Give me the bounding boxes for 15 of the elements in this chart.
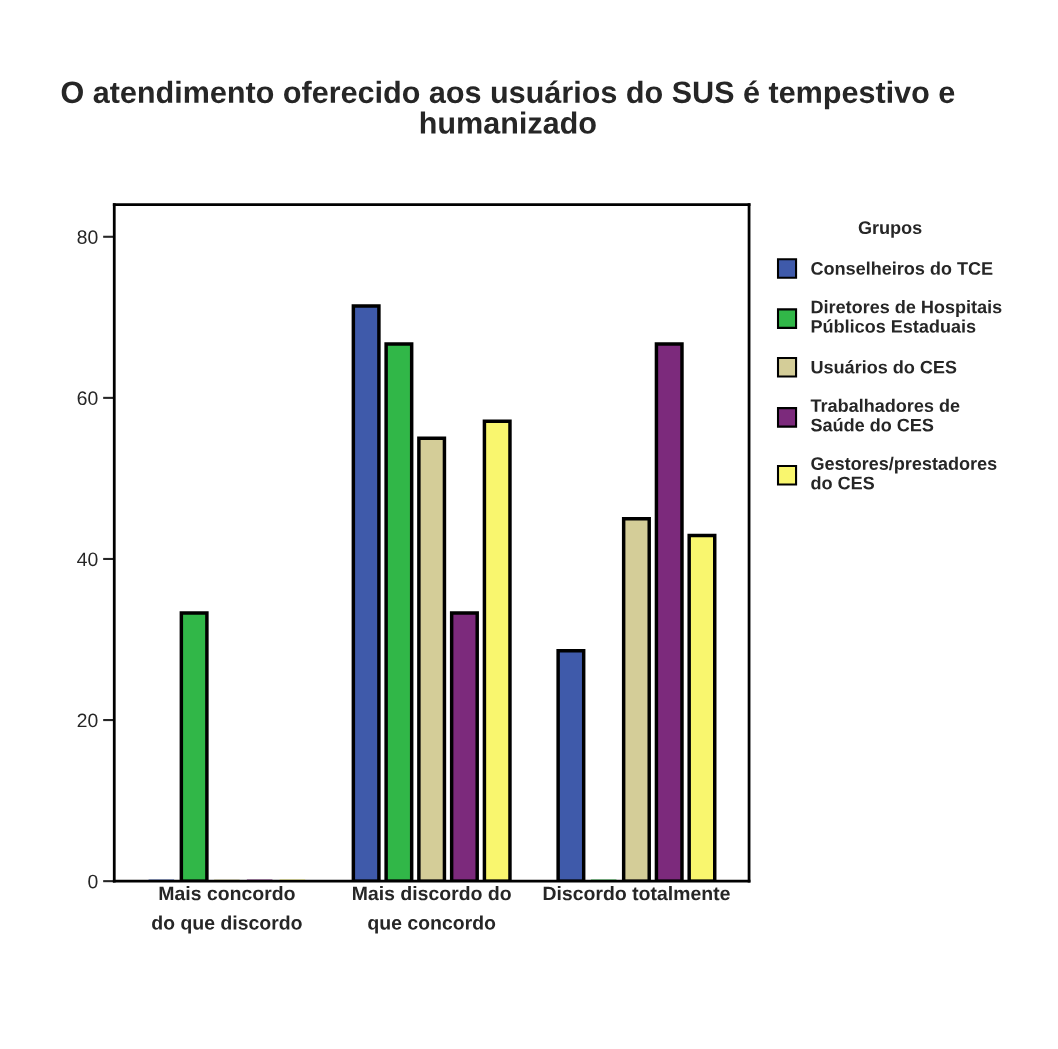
legend-label: Usuários do CES: [811, 360, 957, 374]
legend-label: Conselheiros do TCE: [811, 261, 993, 275]
x-tick-label: Discordo totalmente: [543, 886, 730, 901]
y-tick-label: 0: [88, 874, 98, 889]
y-tick-label: 80: [77, 230, 98, 245]
legend-label: Gestores/prestadores do CES: [811, 456, 997, 490]
legend-label: Diretores de Hospitais Públicos Estaduais: [811, 300, 1002, 333]
chart-title: O atendimento oferecido aos usuários do SUS é tempestivo e humanizado: [61, 80, 955, 134]
y-tick-label: 60: [77, 391, 98, 406]
x-tick-label: Mais concordo do que discordo: [152, 886, 302, 934]
legend-label: Trabalhadores de Saúde do CES: [810, 398, 960, 432]
y-tick-label: 40: [77, 552, 98, 567]
legend-title: Grupos: [858, 221, 922, 238]
x-tick-label: Mais discordo do que concordo: [353, 886, 511, 934]
y-tick-label: 20: [77, 713, 98, 728]
